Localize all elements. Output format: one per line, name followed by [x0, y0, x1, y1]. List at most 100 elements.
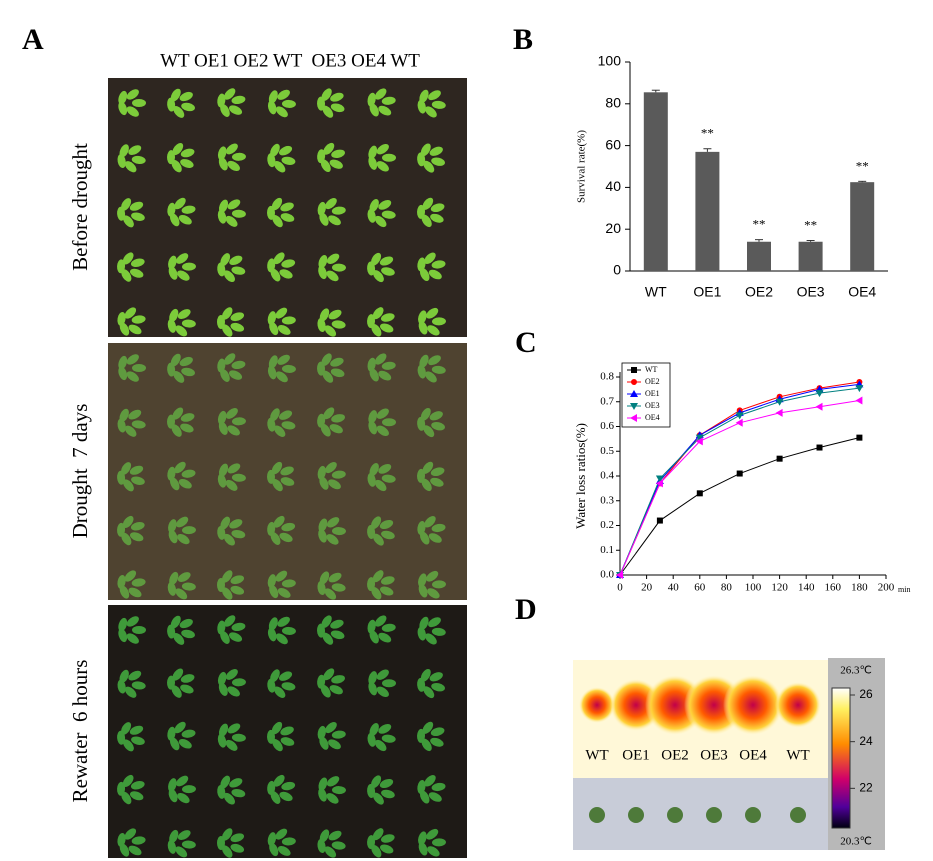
leaf: [129, 201, 144, 211]
leaf: [230, 843, 245, 853]
leaf: [121, 791, 132, 805]
leaf: [227, 723, 241, 734]
leaf: [275, 570, 288, 582]
leaf: [168, 519, 177, 533]
leaf: [280, 737, 295, 746]
leaf: [131, 681, 146, 690]
leaf: [369, 630, 379, 644]
leaf: [420, 407, 431, 421]
leaf: [328, 215, 341, 226]
leaf: [269, 321, 279, 336]
leaf: [272, 479, 283, 492]
leaf: [326, 776, 340, 787]
leaf: [317, 725, 326, 740]
leaf: [318, 777, 328, 791]
leaf: [328, 739, 341, 750]
leaf: [272, 215, 283, 228]
leaf: [217, 836, 225, 850]
x-tick-label: OE2: [745, 284, 773, 300]
leaf: [368, 420, 378, 435]
leaf: [179, 356, 193, 367]
leaf: [369, 463, 379, 477]
leaf: [167, 319, 177, 333]
leaf: [231, 529, 246, 539]
genotype-header: WT OE1 OE2 WT OE3 OE4 WT: [160, 50, 420, 71]
leaf: [381, 530, 395, 540]
colorbar-tick-label: 24: [859, 734, 873, 748]
leaf: [121, 532, 132, 546]
leaf: [272, 739, 283, 752]
leaf: [231, 95, 246, 105]
leaf: [319, 571, 330, 585]
leaf: [131, 476, 145, 485]
leaf: [326, 517, 340, 528]
leaf: [430, 477, 444, 487]
leaf: [280, 202, 294, 212]
heat-blob: [579, 687, 615, 723]
leaf: [372, 533, 384, 546]
y-tick-label: 0.5: [600, 445, 614, 457]
leaf: [372, 570, 384, 583]
leaf: [325, 722, 337, 734]
leaf: [320, 159, 331, 173]
leaf: [417, 364, 426, 379]
leaf: [229, 370, 243, 380]
bar: [747, 241, 771, 271]
x-tick-label: OE3: [797, 284, 825, 300]
leaf: [221, 845, 233, 858]
leaf: [378, 370, 392, 381]
leaf: [225, 669, 238, 680]
leaf: [429, 672, 443, 682]
leaf: [175, 325, 188, 337]
leaf: [225, 739, 238, 751]
leaf: [132, 626, 146, 634]
leaf: [426, 307, 439, 319]
leaf: [378, 632, 392, 643]
leaf: [217, 358, 226, 373]
leaf: [181, 582, 196, 591]
leaf: [122, 252, 134, 265]
leaf: [376, 669, 389, 680]
leaf: [319, 308, 330, 322]
leaf: [319, 736, 329, 750]
leaf: [130, 521, 145, 531]
leaf: [275, 106, 288, 118]
leaf: [318, 265, 327, 280]
marker: [695, 437, 703, 446]
leaf: [180, 148, 195, 158]
legend-label: OE4: [645, 413, 660, 422]
leaf: [326, 270, 339, 282]
leaf: [330, 619, 344, 629]
leaf: [218, 723, 229, 737]
leaf: [323, 668, 335, 681]
x-tick-label: 140: [798, 582, 815, 594]
leaf: [168, 778, 177, 792]
leaf: [267, 469, 276, 484]
leaf: [317, 674, 326, 689]
leaf: [231, 788, 246, 798]
leaf: [227, 425, 240, 436]
leaf: [126, 371, 139, 382]
leaf: [118, 617, 128, 632]
leaf: [319, 476, 329, 490]
leaf: [121, 722, 132, 735]
leaf: [324, 325, 337, 337]
leaf: [173, 633, 185, 645]
x-tick-label: 160: [825, 582, 842, 594]
genotype-label: WT: [786, 747, 809, 763]
leaf: [420, 668, 431, 682]
plant: [628, 807, 644, 823]
x-tick-label: 0: [617, 582, 623, 594]
leaf: [317, 839, 326, 854]
marker: [630, 390, 638, 397]
leaf: [275, 633, 288, 645]
leaf: [369, 368, 379, 382]
colorbar-tick-label: 26: [859, 687, 873, 701]
leaf: [118, 101, 128, 116]
leaf: [131, 420, 146, 429]
leaf: [223, 792, 235, 805]
marker: [655, 479, 663, 488]
marker: [815, 390, 824, 398]
leaf: [170, 615, 181, 629]
leaf: [330, 103, 345, 113]
